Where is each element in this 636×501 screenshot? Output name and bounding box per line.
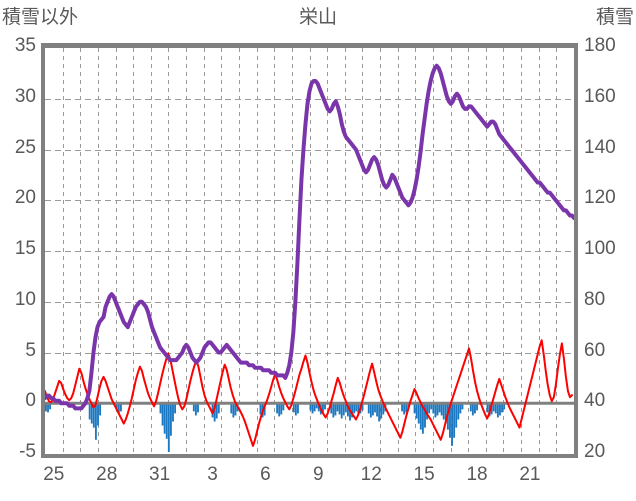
y-tick-left-30: 30 [14,85,36,107]
grid-lines [45,48,574,454]
plot-area [41,43,578,458]
y-tick-left--5: -5 [19,441,36,462]
left-axis-title: 積雪以外 [2,7,79,28]
series-lines [45,63,574,452]
x-tick-21: 21 [519,464,541,485]
y-tick-right-20: 20 [584,441,606,462]
y-tick-left-15: 15 [14,238,36,259]
y-tick-right-180: 180 [584,35,616,56]
x-tick-3: 3 [207,464,218,485]
right-axis-title: 積雪 [595,7,634,28]
y-tick-left-35: 35 [14,35,36,56]
y-tick-right-160: 160 [584,85,616,107]
x-tick-18: 18 [466,464,488,485]
y-tick-right-60: 60 [584,339,606,361]
x-tick-6: 6 [260,464,271,485]
y-tick-left-20: 20 [14,187,36,209]
x-tick-9: 9 [313,464,324,485]
x-tick-31: 31 [149,464,171,485]
y-tick-right-140: 140 [584,136,616,158]
y-tick-right-100: 100 [584,238,616,259]
x-tick-28: 28 [96,464,118,485]
y-tick-left-25: 25 [14,136,36,158]
chart-title: 栄山 [298,7,337,28]
y-tick-left-0: 0 [25,390,36,412]
x-tick-25: 25 [43,464,65,485]
y-tick-right-120: 120 [584,187,616,209]
y-tick-left-10: 10 [14,288,36,310]
y-tick-right-80: 80 [584,288,606,310]
x-tick-12: 12 [360,464,382,485]
x-tick-15: 15 [413,464,435,485]
y-tick-right-40: 40 [584,390,606,412]
y-tick-left-5: 5 [25,339,36,361]
